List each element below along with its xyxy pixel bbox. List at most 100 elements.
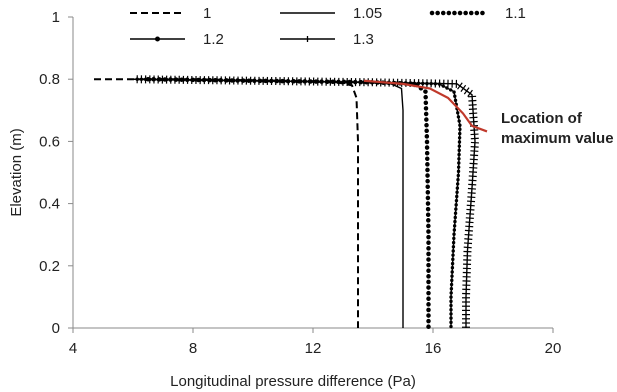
y-tick-label: 1 [52, 9, 60, 26]
series-marker [468, 104, 477, 106]
series-marker [457, 82, 463, 90]
series-marker [449, 308, 453, 312]
series-marker [470, 141, 479, 144]
series-marker [469, 171, 478, 173]
series-marker [457, 152, 461, 157]
series-marker [457, 144, 462, 148]
series-marker [454, 203, 458, 207]
series-marker [452, 90, 456, 94]
series-marker [449, 312, 453, 316]
series-marker [466, 204, 475, 207]
series-marker [470, 129, 479, 131]
series-marker [457, 148, 461, 153]
series-marker [464, 229, 473, 232]
series-marker [451, 257, 455, 262]
series-marker [453, 211, 458, 215]
legend-marker [155, 36, 160, 42]
series-marker [468, 183, 477, 186]
x-tick-label: 16 [425, 340, 442, 357]
series-marker [463, 242, 473, 245]
series-marker [458, 127, 462, 132]
series-marker [468, 95, 477, 98]
series-marker [458, 131, 462, 136]
series-marker [467, 89, 473, 97]
series-marker [449, 291, 453, 295]
series-marker [468, 99, 477, 102]
series-marker [449, 282, 454, 287]
x-tick-label: 8 [189, 340, 197, 357]
series-marker [456, 165, 461, 169]
series-marker [453, 219, 457, 224]
series-marker [449, 295, 453, 299]
series-marker [453, 98, 458, 103]
series-marker [465, 225, 474, 228]
x-tick-label: 4 [69, 340, 77, 357]
series-marker [449, 303, 453, 308]
series-marker [450, 274, 454, 278]
series-line-1-1 [145, 76, 431, 331]
series-marker [451, 240, 456, 245]
x-tick-label: 20 [545, 340, 562, 357]
series-marker [469, 158, 478, 161]
series-marker [467, 196, 476, 199]
series-marker [451, 253, 455, 257]
series-line-1-3 [132, 78, 476, 328]
legend-label: 1 [203, 5, 211, 22]
annotation-text: maximum value [501, 130, 614, 147]
series-line-1-2 [132, 78, 461, 328]
series-marker [455, 186, 460, 190]
series-marker [467, 200, 476, 203]
series-marker [469, 120, 478, 123]
series-marker [467, 187, 476, 190]
series-marker [450, 270, 454, 274]
series-marker [464, 233, 473, 236]
series-marker [449, 320, 453, 325]
series-marker [452, 236, 456, 241]
series-marker [456, 169, 461, 174]
series-marker [469, 116, 478, 119]
series-marker [449, 299, 453, 304]
series-marker [449, 316, 453, 320]
series-marker [452, 224, 457, 228]
series-marker [456, 178, 460, 182]
annotation-text: Location of [501, 110, 583, 127]
series-marker [449, 324, 453, 329]
series-marker [450, 278, 454, 283]
series-line-1 [94, 78, 359, 328]
series-marker [466, 208, 475, 211]
legend-label: 1.1 [505, 5, 526, 22]
series-marker [469, 162, 478, 165]
series-marker [455, 190, 459, 195]
series-marker [458, 123, 462, 127]
series-marker [456, 111, 460, 115]
series-line-1-05 [132, 78, 404, 328]
series-marker [469, 166, 478, 169]
series-marker [470, 146, 479, 148]
y-tick-label: 0.8 [39, 71, 60, 88]
series-marker [470, 133, 479, 136]
series-marker [451, 249, 455, 253]
series-marker [453, 215, 457, 220]
series-marker [457, 157, 461, 161]
series-marker [451, 245, 456, 249]
series-marker [469, 112, 478, 115]
y-tick-label: 0 [52, 320, 60, 337]
series-marker [454, 198, 459, 203]
series-marker [457, 140, 462, 144]
series-marker [448, 88, 453, 92]
series-marker [450, 261, 455, 266]
series-marker [457, 136, 462, 140]
series-marker [465, 217, 474, 219]
series-marker [467, 192, 476, 194]
legend-label: 1.05 [353, 5, 382, 22]
y-tick-label: 0.4 [39, 196, 60, 213]
series-marker [468, 108, 477, 111]
series-marker [456, 115, 461, 119]
x-axis-title: Longitudinal pressure difference (Pa) [170, 373, 416, 390]
y-tick-label: 0.6 [39, 133, 60, 150]
annotation-curve [363, 79, 488, 133]
series-marker [450, 266, 455, 270]
series-marker [470, 150, 479, 152]
series-marker [453, 94, 457, 98]
